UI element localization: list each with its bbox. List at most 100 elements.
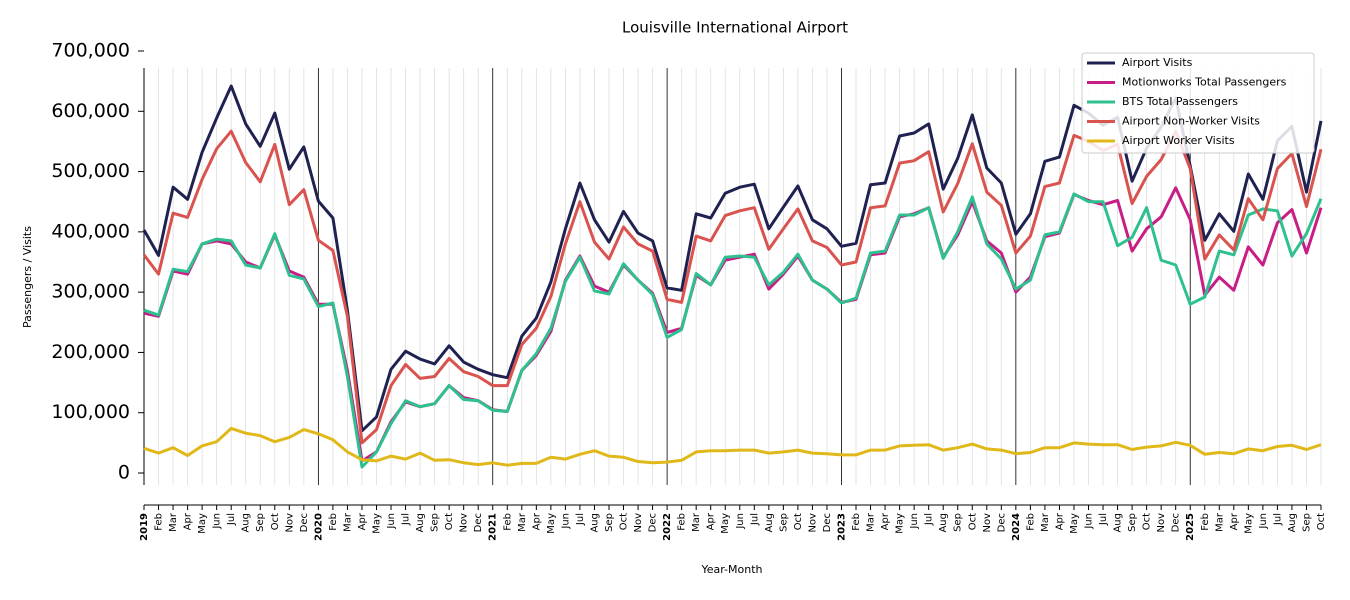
x-tick-label: Jul	[401, 513, 412, 526]
legend-label: Motionworks Total Passengers	[1122, 76, 1287, 89]
x-tick-label: Sep	[1301, 513, 1312, 532]
x-tick-label: Aug	[1113, 513, 1124, 533]
x-tick-label: Jun	[909, 513, 920, 530]
x-tick-label: Mar	[1040, 512, 1051, 532]
x-tick-label: Feb	[502, 513, 513, 531]
x-tick-label: Feb	[328, 513, 339, 531]
x-tick-label: Apr	[706, 512, 717, 530]
x-tick-label: Jul	[749, 513, 760, 526]
x-tick-label: Apr	[357, 512, 368, 530]
x-tick-label: Jul	[226, 513, 237, 526]
y-tick-label: 100,000	[51, 401, 130, 423]
x-tick-label: 2022	[662, 513, 673, 541]
x-tick-label: Nov	[459, 513, 470, 533]
x-tick-label: Sep	[953, 513, 964, 532]
series-line	[143, 192, 1323, 469]
x-tick-label: May	[720, 513, 731, 534]
x-tick-label: Feb	[1025, 513, 1036, 531]
x-tick-label: May	[546, 513, 557, 534]
legend-label: Airport Non-Worker Visits	[1122, 115, 1260, 128]
x-tick-label: Jun	[1258, 513, 1269, 530]
x-tick-label: Oct	[793, 513, 804, 530]
x-tick-label: Dec	[648, 513, 659, 532]
y-tick-label: 0	[118, 462, 130, 484]
x-tick-label: Jul	[575, 513, 586, 526]
y-tick-label: 500,000	[51, 160, 130, 182]
x-tick-label: Mar	[517, 512, 528, 532]
x-tick-label: Jun	[386, 513, 397, 530]
x-tick-label: Jul	[1272, 513, 1283, 526]
x-tick-label: Dec	[473, 513, 484, 532]
x-tick-label: Mar	[1214, 512, 1225, 532]
x-axis-label: Year-Month	[700, 563, 762, 576]
y-tick-label: 600,000	[51, 100, 130, 122]
x-tick-label: Nov	[633, 513, 644, 533]
x-tick-label: Jun	[735, 513, 746, 530]
x-tick-label: Dec	[1171, 513, 1182, 532]
x-tick-label: Sep	[1127, 513, 1138, 532]
y-tick-label: 400,000	[51, 220, 130, 242]
x-tick-label: Feb	[851, 513, 862, 531]
x-tick-label: Mar	[691, 512, 702, 532]
x-tick-label: Oct	[1142, 513, 1153, 530]
x-tick-label: May	[1243, 513, 1254, 534]
x-tick-label: Jul	[924, 513, 935, 526]
y-tick-label: 700,000	[51, 40, 130, 62]
x-tick-label: Mar	[342, 512, 353, 532]
x-tick-label: Dec	[822, 513, 833, 532]
x-tick-label: Jun	[212, 513, 223, 530]
chart-title: Louisville International Airport	[622, 19, 848, 37]
x-tick-label: Nov	[284, 513, 295, 533]
y-tick-label: 200,000	[51, 341, 130, 363]
x-tick-label: Aug	[589, 513, 600, 533]
y-axis-label: Passengers / Visits	[21, 226, 34, 328]
x-tick-label: 2021	[488, 513, 499, 541]
legend-label: BTS Total Passengers	[1122, 95, 1238, 108]
x-tick-label: Sep	[778, 513, 789, 532]
series-line	[143, 186, 1323, 463]
x-tick-label: Oct	[967, 513, 978, 530]
x-tick-label: Apr	[880, 512, 891, 530]
x-tick-label: Jul	[1098, 513, 1109, 526]
x-tick-label: Aug	[241, 513, 252, 533]
x-tick-label: 2024	[1011, 513, 1022, 541]
x-tick-label: Jun	[1084, 513, 1095, 530]
y-tick-label: 300,000	[51, 281, 130, 303]
x-tick-label: Feb	[154, 513, 165, 531]
x-tick-label: Aug	[1287, 513, 1298, 533]
x-tick-label: Sep	[604, 513, 615, 532]
x-tick-label: Oct	[444, 513, 455, 530]
x-tick-label: Dec	[996, 513, 1007, 532]
x-tick-label: 2020	[313, 513, 324, 541]
x-tick-label: May	[197, 513, 208, 534]
legend-box	[1081, 52, 1315, 154]
x-tick-label: Feb	[1200, 513, 1211, 531]
x-tick-label: Apr	[1054, 512, 1065, 530]
x-tick-label: May	[895, 513, 906, 534]
x-tick-label: May	[371, 513, 382, 534]
x-tick-label: 2023	[836, 513, 847, 541]
x-tick-label: Aug	[938, 513, 949, 533]
x-tick-label: Oct	[1316, 513, 1327, 530]
x-tick-label: Jun	[560, 513, 571, 530]
x-tick-label: Nov	[1156, 513, 1167, 533]
x-tick-label: Nov	[982, 513, 993, 533]
x-tick-label: 2025	[1185, 513, 1196, 541]
x-tick-label: Oct	[619, 513, 630, 530]
x-tick-label: Dec	[299, 513, 310, 532]
legend: Airport Visits Motionworks Total Passenge…	[1081, 52, 1315, 154]
x-tick-label: Oct	[270, 513, 281, 530]
x-tick-label: Mar	[168, 512, 179, 532]
x-tick-label: Apr	[183, 512, 194, 530]
x-tick-label: Mar	[866, 512, 877, 532]
series-line	[142, 129, 1323, 445]
x-tick-label: Nov	[807, 513, 818, 533]
x-tick-label: Apr	[531, 512, 542, 530]
x-tick-label: May	[1069, 513, 1080, 534]
x-tick-label: Feb	[677, 513, 688, 531]
x-tick-label: Sep	[255, 513, 266, 532]
x-tick-label: Aug	[415, 513, 426, 533]
x-tick-label: Apr	[1229, 512, 1240, 530]
legend-label: Airport Worker Visits	[1122, 134, 1235, 147]
